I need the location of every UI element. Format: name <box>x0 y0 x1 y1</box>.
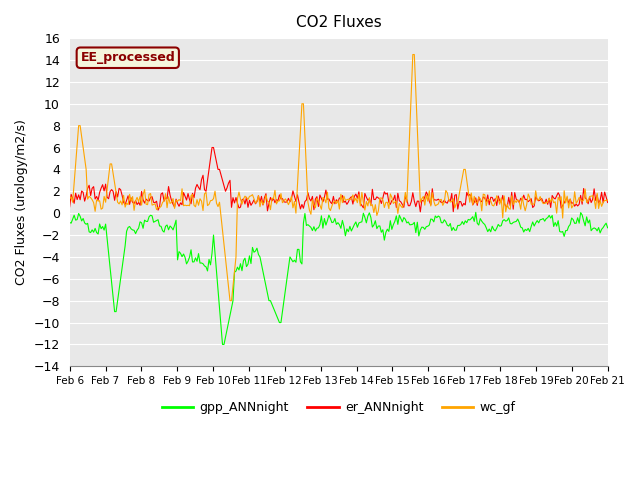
Line: er_ANNnight: er_ANNnight <box>70 147 607 212</box>
wc_gf <box>228 298 236 303</box>
wc_gf <box>66 196 74 202</box>
er_ANNnight <box>246 197 253 203</box>
wc_gf <box>132 198 140 204</box>
gpp_ANNnight <box>577 210 584 216</box>
wc_gf <box>409 52 417 58</box>
Title: CO2 Fluxes: CO2 Fluxes <box>296 15 381 30</box>
Line: gpp_ANNnight: gpp_ANNnight <box>70 212 607 345</box>
er_ANNnight <box>132 198 140 204</box>
gpp_ANNnight <box>255 252 262 257</box>
wc_gf <box>604 197 611 203</box>
wc_gf <box>303 167 310 172</box>
gpp_ANNnight <box>219 342 227 348</box>
Legend: gpp_ANNnight, er_ANNnight, wc_gf: gpp_ANNnight, er_ANNnight, wc_gf <box>157 396 520 419</box>
Y-axis label: CO2 Fluxes (urology/m2/s): CO2 Fluxes (urology/m2/s) <box>15 119 28 285</box>
er_ANNnight <box>208 144 216 150</box>
wc_gf <box>577 197 584 203</box>
gpp_ANNnight <box>66 219 74 225</box>
er_ANNnight <box>577 192 584 198</box>
er_ANNnight <box>303 197 310 203</box>
Text: EE_processed: EE_processed <box>81 51 175 64</box>
er_ANNnight <box>228 204 236 210</box>
er_ANNnight <box>604 200 611 205</box>
gpp_ANNnight <box>303 223 310 228</box>
er_ANNnight <box>255 193 262 199</box>
gpp_ANNnight <box>472 209 479 215</box>
er_ANNnight <box>417 209 424 215</box>
wc_gf <box>226 298 234 303</box>
er_ANNnight <box>66 204 74 210</box>
wc_gf <box>246 193 253 199</box>
gpp_ANNnight <box>604 225 611 231</box>
wc_gf <box>255 193 262 199</box>
gpp_ANNnight <box>228 305 236 311</box>
gpp_ANNnight <box>132 231 140 237</box>
gpp_ANNnight <box>246 253 253 259</box>
Line: wc_gf: wc_gf <box>70 55 607 300</box>
